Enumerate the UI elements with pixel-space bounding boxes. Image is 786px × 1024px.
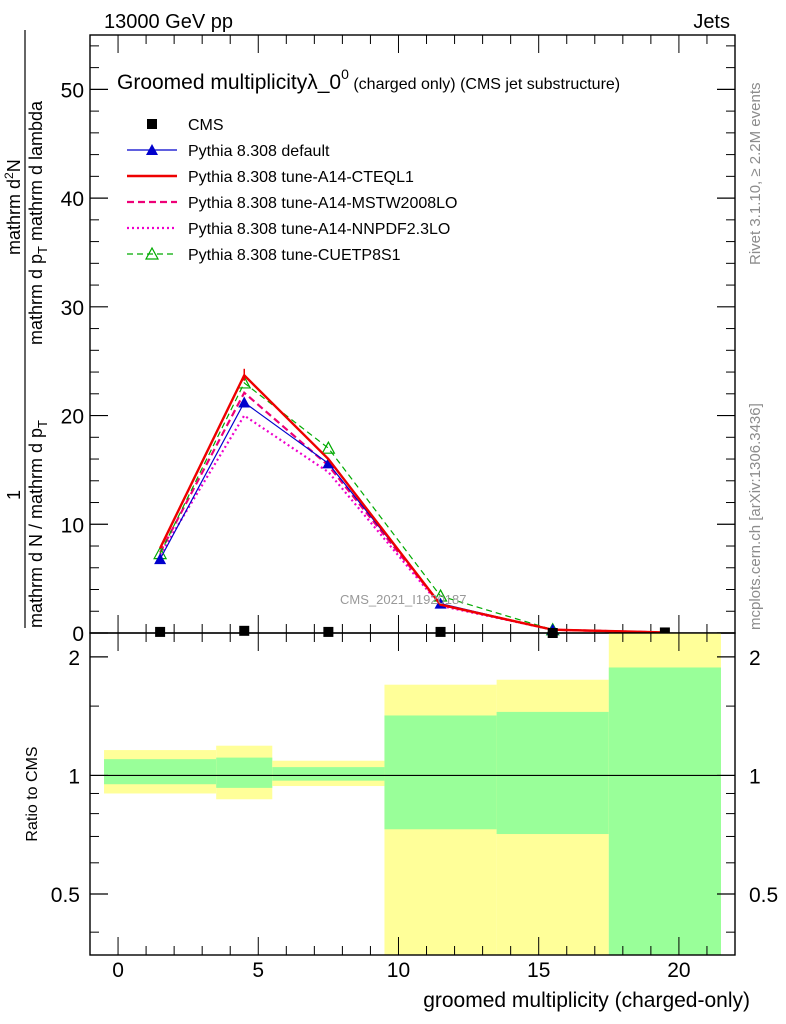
point-cms	[239, 625, 250, 636]
x-tick-label: 0	[112, 959, 124, 982]
main-y-tick-label: 10	[61, 514, 84, 537]
main-title: Groomed multiplicityλ_00 (charged only) …	[117, 66, 620, 94]
main-y-tick-label: 20	[61, 406, 84, 429]
point-cms	[323, 626, 334, 637]
legend-marker	[146, 144, 158, 155]
main-y-label: 1 mathrm d N / mathrm d pT mathrm d2N ma…	[2, 30, 50, 628]
x-tick-label: 10	[387, 959, 410, 982]
x-tick-label: 15	[527, 959, 550, 982]
main-y-label-rhs-den: mathrm d pT mathrm d lambda	[26, 100, 50, 345]
ratio-band-green	[384, 715, 497, 830]
ratio-y-tick-label: 0.5	[51, 884, 80, 907]
header-right: Jets	[693, 11, 730, 33]
main-y-label-rhs-num: mathrm d2N	[2, 159, 24, 255]
ratio-frame	[89, 632, 736, 956]
main-plot: 0 10 20 30 40 50	[61, 34, 736, 646]
legend-entry-cms: CMS	[147, 117, 224, 134]
point-cms	[155, 626, 166, 637]
ratio-plot: 0.5 0.51 12 20 5 10 15 20	[51, 632, 778, 982]
main-title-suffix-2: (CMS jet substructure)	[460, 76, 620, 93]
series-cms	[155, 625, 670, 638]
legend: CMS Pythia 8.308 default Pythia 8.308 tune…	[127, 117, 457, 264]
ratio-y-tick-label: 1	[68, 765, 80, 788]
ratio-band-green	[104, 759, 217, 785]
legend-label: Pythia 8.308 default	[188, 143, 330, 160]
header-left: 13000 GeV pp	[104, 11, 233, 33]
legend-label: Pythia 8.308 tune-A14-NNPDF2.3LO	[188, 221, 450, 238]
main-frame	[89, 34, 736, 634]
legend-marker	[144, 246, 160, 260]
main-y-label-num: 1	[4, 490, 24, 500]
series-a14_cteql1	[159, 373, 665, 634]
x-tick-label: 20	[667, 959, 690, 982]
ratio-band-green	[216, 757, 273, 788]
main-ticks: 0 10 20 30 40 50	[61, 35, 735, 646]
legend-entry-default: Pythia 8.308 default	[127, 143, 330, 160]
x-tick-label: 5	[252, 959, 264, 982]
ratio-band-green	[608, 667, 721, 955]
x-axis-title: groomed multiplicity (charged-only)	[423, 989, 750, 1012]
point-default	[322, 457, 335, 469]
legend-entry-a14_mstw: Pythia 8.308 tune-A14-MSTW2008LO	[127, 195, 457, 212]
ratio-y-tick-label-right: 2	[749, 647, 761, 670]
main-y-label-den: mathrm d N / mathrm d pT	[26, 420, 50, 628]
ratio-y-tick-label-right: 0.5	[749, 884, 778, 907]
main-y-tick-label: 30	[61, 297, 84, 320]
legend-entry-a14_cteql1: Pythia 8.308 tune-A14-CTEQL1	[127, 169, 414, 186]
side-mcplots: mcplots.cern.ch [arXiv:1306.3436]	[747, 403, 764, 630]
series-line-a14_cteql1	[159, 373, 665, 634]
ratio-y-tick-label-right: 1	[749, 765, 761, 788]
legend-label: Pythia 8.308 tune-CUETP8S1	[188, 247, 401, 264]
legend-marker	[147, 119, 157, 129]
main-y-tick-label: 40	[61, 188, 84, 211]
main-title-sup: 0	[341, 66, 349, 82]
main-y-tick-label: 50	[61, 79, 84, 102]
ratio-band-green	[272, 767, 385, 781]
legend-label: Pythia 8.308 tune-A14-MSTW2008LO	[188, 195, 457, 212]
ratio-bands	[104, 633, 721, 955]
main-title-text: Groomed multiplicityλ_0	[117, 71, 341, 94]
watermark: CMS_2021_I1920187	[340, 592, 467, 607]
ratio-y-tick-label: 2	[68, 647, 80, 670]
legend-entry-a14_nnpdf: Pythia 8.308 tune-A14-NNPDF2.3LO	[127, 221, 450, 238]
main-y-tick-label: 0	[72, 623, 84, 646]
main-series	[153, 368, 670, 638]
legend-label: CMS	[188, 117, 224, 134]
point-cms	[435, 626, 446, 637]
main-title-suffix-1: (charged only)	[353, 76, 455, 93]
point-default	[154, 553, 167, 565]
side-rivet: Rivet 3.1.10, ≥ 2.2M events	[747, 83, 764, 266]
ratio-y-label: Ratio to CMS	[24, 746, 41, 841]
legend-entry-cuetp8s1: Pythia 8.308 tune-CUETP8S1	[127, 246, 401, 264]
legend-label: Pythia 8.308 tune-A14-CTEQL1	[188, 169, 414, 186]
ratio-band-green	[496, 711, 609, 835]
point-cuetp8s1	[321, 440, 336, 454]
